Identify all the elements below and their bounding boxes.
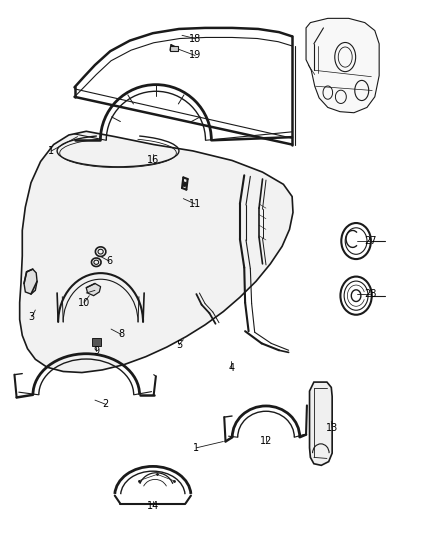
Text: 1: 1 [193, 443, 199, 453]
Text: 10: 10 [78, 297, 90, 308]
Polygon shape [310, 382, 332, 465]
Polygon shape [24, 269, 37, 294]
Text: 19: 19 [189, 51, 201, 60]
Text: 2: 2 [103, 399, 109, 409]
Bar [92, 337, 102, 346]
Text: 27: 27 [364, 236, 377, 246]
Text: 12: 12 [260, 437, 272, 447]
Text: 11: 11 [189, 199, 201, 209]
Polygon shape [20, 131, 293, 373]
Text: 1: 1 [48, 146, 54, 156]
Text: 16: 16 [147, 156, 159, 165]
Text: 5: 5 [176, 340, 182, 350]
Text: 6: 6 [106, 256, 113, 266]
Text: 14: 14 [147, 501, 159, 511]
Polygon shape [86, 284, 101, 296]
Text: 3: 3 [29, 312, 35, 322]
Text: 4: 4 [228, 364, 234, 373]
Text: 28: 28 [364, 289, 377, 299]
Text: 8: 8 [118, 329, 124, 340]
Polygon shape [306, 18, 379, 113]
Text: 9: 9 [93, 346, 99, 357]
Text: 13: 13 [326, 423, 338, 433]
Text: 18: 18 [189, 34, 201, 44]
Bar [170, 46, 178, 51]
